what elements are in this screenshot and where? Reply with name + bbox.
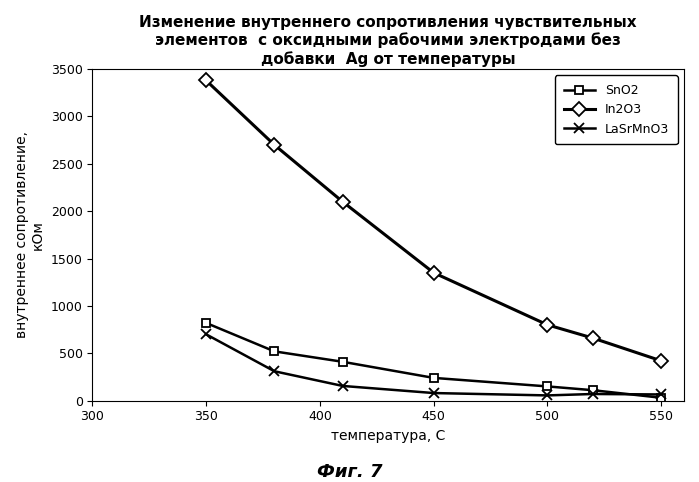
SnO2: [589, 388, 597, 393]
Line: LaSrMnO3: LaSrMnO3: [201, 330, 666, 400]
In2O3: [589, 335, 597, 341]
In2O3: [657, 358, 665, 364]
LaSrMnO3: [338, 383, 347, 389]
SnO2: [657, 395, 665, 401]
LaSrMnO3: [657, 391, 665, 397]
LaSrMnO3: [429, 390, 438, 396]
SnO2: [429, 375, 438, 381]
In2O3: [338, 199, 347, 205]
Legend: SnO2, In2O3, LaSrMnO3: SnO2, In2O3, LaSrMnO3: [555, 75, 678, 145]
In2O3: [429, 270, 438, 276]
Line: In2O3: In2O3: [201, 76, 666, 366]
Y-axis label: внутреннее сопротивление,
кОм: внутреннее сопротивление, кОм: [15, 132, 45, 338]
In2O3: [543, 322, 552, 328]
SnO2: [543, 384, 552, 389]
In2O3: [271, 142, 279, 148]
LaSrMnO3: [202, 332, 210, 337]
SnO2: [202, 320, 210, 326]
X-axis label: температура, С: температура, С: [331, 429, 445, 443]
Line: SnO2: SnO2: [202, 319, 665, 402]
LaSrMnO3: [589, 391, 597, 397]
Text: Фиг. 7: Фиг. 7: [317, 463, 382, 481]
LaSrMnO3: [271, 368, 279, 374]
Title: Изменение внутреннего сопротивления чувствительных
элементов  с оксидными рабочи: Изменение внутреннего сопротивления чувс…: [139, 15, 637, 67]
LaSrMnO3: [543, 392, 552, 398]
In2O3: [202, 78, 210, 83]
SnO2: [338, 359, 347, 365]
SnO2: [271, 348, 279, 354]
